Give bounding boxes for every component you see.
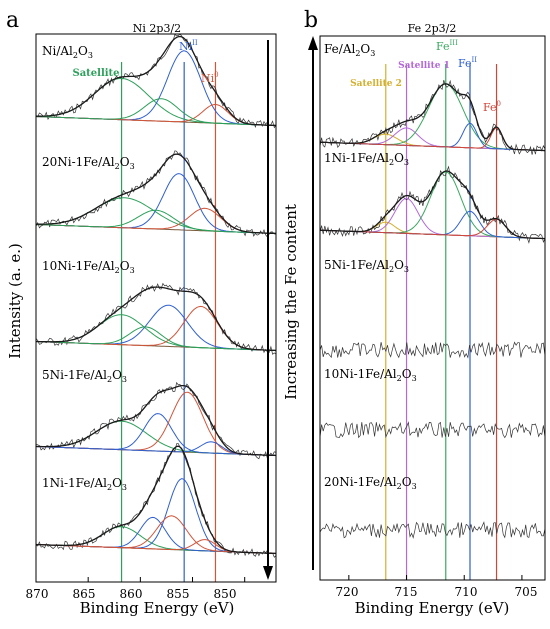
panel-b-xticks: 720 715 710 705	[336, 585, 538, 599]
tick-label: 720	[336, 585, 359, 599]
panel-b-title: Fe 2p3/2	[408, 22, 457, 35]
fit-component-line	[35, 304, 277, 351]
tick-label: 710	[455, 585, 478, 599]
peak-label-fe2: FeII	[458, 56, 477, 70]
tick-label: 865	[73, 587, 96, 601]
tick-label: 705	[515, 585, 538, 599]
fit-component-line	[35, 391, 277, 456]
arrow-head-down-icon	[263, 566, 273, 580]
tick-label: 855	[167, 587, 190, 601]
panel-a-letter: a	[6, 8, 19, 33]
fit-envelope-line	[36, 153, 277, 235]
raw-spectrum-line	[35, 443, 277, 558]
fit-envelope-line	[35, 445, 277, 555]
fit-envelope-line	[319, 170, 546, 240]
fit-component-line	[35, 50, 277, 126]
sample-label: 5Ni-1Fe/Al2O3	[324, 258, 409, 274]
raw-spectrum-line	[319, 521, 546, 539]
sample-label: 1Ni-1Fe/Al2O3	[324, 151, 409, 167]
sample-label: Fe/Al2O3	[324, 42, 375, 58]
raw-spectrum-line	[35, 150, 277, 238]
sample-label: 10Ni-1Fe/Al2O3	[42, 259, 135, 275]
peak-label-sat1: Satellite 1	[398, 61, 450, 71]
fit-component-line	[319, 83, 546, 152]
panel-a-title: Ni 2p3/2	[133, 22, 181, 35]
tick-label: 850	[214, 587, 237, 601]
peak-label-fe0: Fe0	[483, 100, 501, 114]
plot-layer	[35, 33, 546, 582]
panel-b-letter: b	[304, 8, 318, 33]
fit-component-line	[319, 127, 546, 152]
fit-component-line	[35, 326, 277, 351]
tick-label: 870	[26, 587, 49, 601]
sample-label: 5Ni-1Fe/Al2O3	[42, 368, 127, 384]
fit-component-line	[35, 515, 277, 554]
panel-a: a Ni 2p3/2 Intensity (a. e.) Binding Ene…	[6, 8, 277, 617]
fit-envelope-line	[35, 384, 277, 457]
fit-envelope-line	[319, 83, 546, 152]
panel-a-frame	[35, 33, 277, 583]
fit-envelope-line	[36, 35, 277, 127]
raw-spectrum-line	[319, 421, 546, 439]
peak-label-satellite: Satellite	[72, 68, 119, 79]
raw-spectrum-line	[35, 33, 277, 129]
fit-component-line	[319, 171, 546, 240]
fit-component-line	[319, 221, 546, 240]
raw-spectrum-line	[319, 341, 546, 359]
peak-label-fe3: FeIII	[436, 39, 458, 53]
fit-component-line	[35, 209, 277, 234]
sample-label: 1Ni-1Fe/Al2O3	[42, 476, 127, 492]
fit-component-line	[35, 420, 277, 456]
panel-b: b Fe 2p3/2 Binding Energy (eV) 720 715 7…	[282, 8, 546, 617]
peak-label-ni2: NiII	[179, 39, 198, 53]
fit-component-line	[319, 127, 546, 152]
fit-component-line	[35, 98, 277, 126]
peak-label-sat2: Satellite 2	[350, 79, 402, 89]
arrow-head-up-icon	[308, 36, 318, 50]
fit-envelope-line	[36, 286, 277, 352]
panel-a-xlabel: Binding Energy (eV)	[80, 599, 235, 617]
panel-a-ylabel: Intensity (a. e.)	[6, 243, 24, 359]
tick-label: 860	[120, 587, 143, 601]
panel-b-frame	[319, 35, 546, 581]
sample-label: 10Ni-1Fe/Al2O3	[324, 367, 417, 383]
sample-label: Ni/Al2O3	[42, 44, 93, 60]
sample-label: 20Ni-1Fe/Al2O3	[324, 475, 417, 491]
raw-spectrum-line	[35, 282, 277, 355]
fit-component-line	[35, 173, 277, 234]
fit-component-line	[35, 413, 277, 456]
peak-label-ni0: Ni0	[201, 71, 219, 85]
fe-content-label: Increasing the Fe content	[282, 204, 300, 400]
panel-b-xlabel: Binding Energy (eV)	[355, 599, 510, 617]
panel-a-xticks: 870 865 860 855 850	[26, 587, 237, 601]
tick-label: 715	[395, 585, 418, 599]
sample-label: 20Ni-1Fe/Al2O3	[42, 155, 135, 171]
